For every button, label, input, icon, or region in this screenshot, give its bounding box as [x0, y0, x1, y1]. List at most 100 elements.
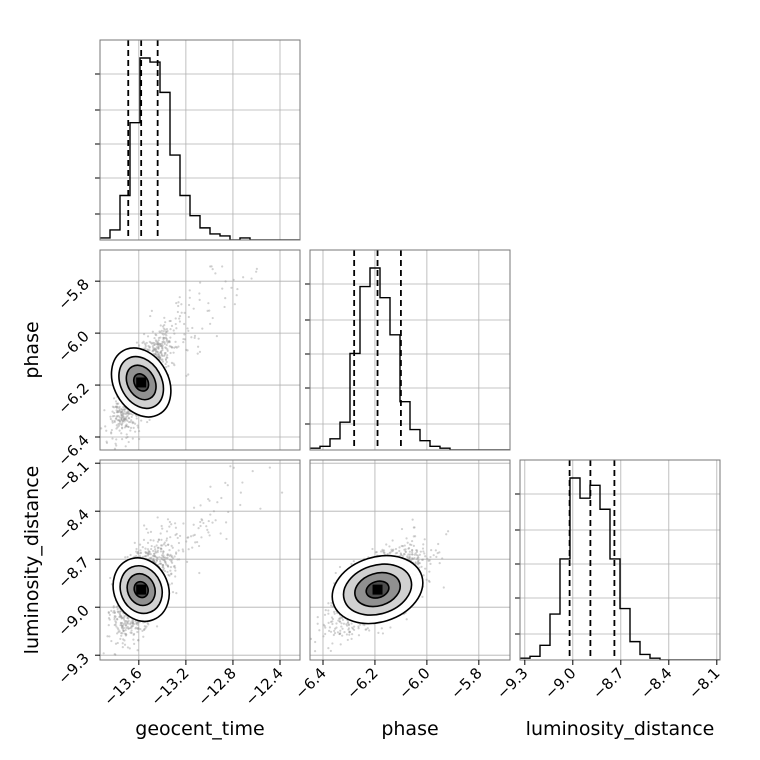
sample-point [221, 265, 224, 268]
sample-point [405, 618, 408, 621]
sample-point [115, 444, 118, 447]
sample-point [115, 411, 119, 414]
sample-point [417, 561, 420, 564]
sample-point [128, 647, 131, 650]
hist-steps-group-0 [100, 57, 300, 240]
sample-point [209, 513, 212, 516]
sample-point [139, 627, 142, 631]
sample-point [108, 635, 111, 638]
sample-point [168, 525, 171, 528]
sample-point [339, 629, 342, 632]
sample-point [330, 616, 334, 619]
sample-point [186, 349, 189, 352]
sample-point [200, 518, 203, 521]
sample-point [198, 281, 202, 284]
sample-point [159, 547, 162, 550]
scatter-frame-2 [309, 459, 511, 661]
sample-point [116, 641, 119, 645]
sample-point [117, 410, 120, 414]
sample-point [188, 289, 191, 292]
sample-point [156, 550, 159, 554]
sample-point [422, 543, 425, 546]
sample-point [172, 351, 175, 354]
sample-point [180, 303, 183, 306]
hist-frame-luminosity_distance [519, 459, 721, 661]
sample-point [406, 555, 409, 558]
sample-point [122, 418, 126, 421]
sample-point [120, 614, 123, 618]
sample-point [166, 553, 169, 556]
sample-point [400, 544, 403, 548]
sample-point [265, 231, 267, 233]
sample-point [115, 625, 118, 628]
sample-point [166, 556, 169, 560]
sample-point [162, 340, 165, 343]
sample-point [110, 639, 113, 643]
sample-point [114, 405, 117, 408]
sample-point [211, 521, 214, 524]
sample-point [382, 549, 386, 552]
sample-point [126, 621, 129, 624]
sample-point [167, 340, 171, 343]
sample-point [239, 491, 242, 494]
sample-point [158, 354, 161, 357]
sample-point [407, 553, 410, 556]
sample-point [161, 555, 165, 559]
sample-point [154, 548, 157, 551]
sample-point [115, 402, 118, 405]
sample-point [111, 419, 114, 422]
sample-point [209, 485, 212, 488]
sample-point [154, 551, 158, 554]
sample-point [148, 550, 151, 553]
y-tick-label-phase: −6.0 [54, 327, 92, 365]
sample-point [152, 554, 156, 557]
sample-point [120, 414, 123, 418]
sample-point [208, 534, 211, 537]
sample-point [136, 552, 139, 555]
sample-point [178, 296, 181, 299]
sample-point [232, 278, 235, 282]
sample-point [169, 569, 172, 572]
scatter-points-0 [100, 227, 273, 450]
sample-point [167, 365, 170, 368]
sample-point [125, 418, 128, 421]
sample-point [166, 349, 169, 352]
sample-point [113, 414, 116, 418]
sample-point [174, 533, 177, 537]
sample-point [154, 352, 157, 355]
sample-point [423, 552, 426, 555]
sample-point [119, 410, 123, 414]
scatter-inner-2 [310, 518, 450, 653]
sample-point [153, 552, 156, 555]
sample-point [120, 426, 124, 429]
sample-point [410, 543, 413, 547]
sample-point [414, 561, 417, 564]
sample-point [169, 336, 172, 339]
sample-point [417, 563, 420, 566]
sample-point [124, 556, 127, 559]
sample-point [410, 553, 414, 556]
sample-point [154, 352, 157, 356]
sample-point [157, 343, 161, 346]
sample-point [271, 227, 273, 229]
sample-point [151, 554, 155, 557]
sample-point [154, 347, 158, 351]
sample-point [174, 575, 177, 578]
sample-point [120, 407, 123, 410]
sample-point [116, 405, 119, 409]
sample-point [120, 423, 123, 427]
scatter-panel-geocent_time-luminosity_distance [99, 459, 301, 661]
sample-point [173, 332, 176, 335]
sample-point [156, 342, 159, 346]
sample-point [350, 562, 353, 566]
scatter-inner-0 [100, 227, 273, 450]
sample-point [122, 405, 125, 409]
sample-point [125, 619, 128, 623]
sample-point [116, 414, 119, 417]
sample-point [150, 544, 153, 548]
sample-point [115, 406, 119, 409]
sample-point [136, 621, 139, 624]
sample-point [135, 621, 138, 625]
sample-point [404, 550, 407, 554]
sample-point [197, 337, 200, 340]
